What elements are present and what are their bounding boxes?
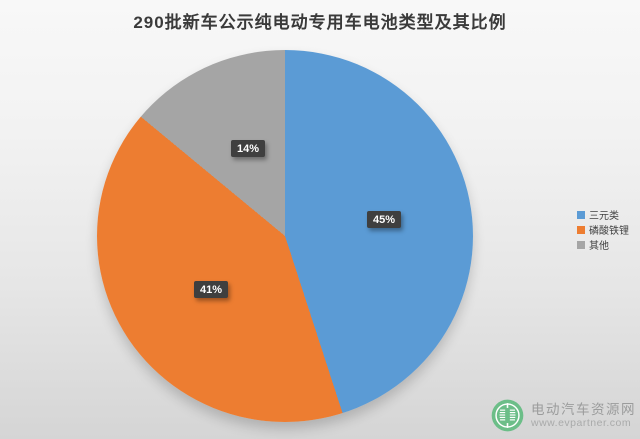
legend-swatch-icon [577, 210, 585, 219]
watermark-site-url: www.evpartner.com [531, 416, 632, 429]
legend-label: 三元类 [589, 211, 619, 222]
legend-label: 磷酸铁锂 [589, 226, 629, 237]
evpartner-logo-icon [491, 399, 524, 432]
data-label-sanyuan: 45% [367, 211, 402, 228]
watermark-site-name: 电动汽车资源网 [531, 401, 636, 417]
legend-swatch-icon [577, 240, 585, 249]
legend-label: 其他 [589, 241, 609, 252]
legend-swatch-icon [577, 225, 585, 234]
legend-item-sanyuan: 三元类 [577, 209, 629, 222]
legend-item-linsuantieli: 磷酸铁锂 [577, 224, 629, 237]
pie-chart [97, 50, 473, 422]
legend: 三元类 磷酸铁锂 其他 [577, 209, 629, 252]
chart-title: 290批新车公示纯电动专用车电池类型及其比例 [133, 13, 507, 32]
watermark: 电动汽车资源网 www.evpartner.com [491, 399, 636, 432]
data-label-linfetili: 41% [194, 281, 229, 298]
legend-item-qita: 其他 [577, 239, 629, 252]
data-label-qita: 14% [231, 140, 266, 157]
